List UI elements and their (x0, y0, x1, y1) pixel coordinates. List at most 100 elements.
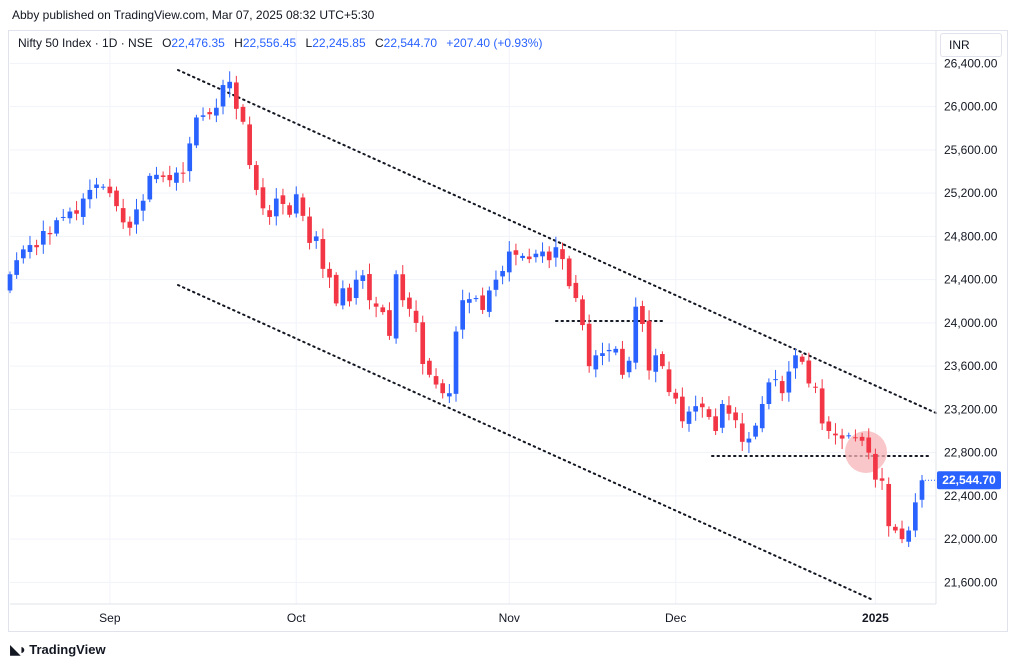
candle (207, 108, 213, 120)
candle-body (786, 371, 792, 393)
candle (846, 432, 852, 439)
candle-body (34, 245, 39, 248)
chart-frame (8, 30, 1008, 632)
candle (240, 104, 246, 125)
candle (680, 387, 685, 428)
candle-body (746, 438, 752, 443)
candle-body (606, 349, 612, 352)
candle-body (214, 107, 219, 116)
candle (420, 315, 426, 375)
candle (307, 207, 312, 250)
candle (393, 270, 399, 344)
candle-body (826, 421, 832, 432)
candle (360, 270, 366, 289)
candle (606, 343, 612, 362)
candle (553, 236, 559, 267)
candle-body (20, 249, 26, 259)
candle (773, 369, 778, 387)
publish-info: Abby published on TradingView.com, Mar 0… (12, 8, 375, 22)
candle-body (300, 197, 306, 216)
candle-body (447, 393, 452, 397)
candle-body (380, 307, 386, 313)
candle-body (873, 453, 878, 480)
candle (873, 448, 878, 488)
candle (839, 428, 845, 450)
last-price-tag: 22,544.70 (922, 471, 1001, 490)
candle-body (147, 175, 153, 200)
candle-body (560, 249, 565, 260)
candle (460, 289, 466, 339)
candle-body (913, 502, 918, 531)
candle (40, 220, 46, 254)
candle (759, 396, 765, 433)
candle (373, 296, 379, 318)
candle-body (267, 210, 272, 217)
candle (866, 428, 872, 460)
candle-body (653, 355, 659, 372)
candle (779, 375, 785, 402)
candle (473, 295, 479, 302)
candle-body (686, 411, 692, 424)
candle (500, 265, 505, 285)
candle-body (513, 250, 519, 255)
x-tick-label: Oct (287, 611, 306, 625)
candle (127, 216, 133, 236)
candle (160, 171, 166, 183)
candle-body (500, 271, 505, 277)
candle-body (94, 184, 99, 188)
candle (267, 204, 272, 225)
candle (699, 396, 705, 418)
candle (826, 416, 832, 439)
candle-body (40, 231, 46, 245)
candle-body (400, 274, 406, 301)
candle (340, 280, 346, 310)
candle-body (466, 299, 472, 303)
candle-body (427, 360, 432, 375)
candle (60, 209, 66, 221)
candle (506, 241, 512, 282)
y-tick-label: 24,400.00 (944, 273, 998, 287)
candle-body (819, 388, 825, 424)
candle-body (879, 478, 885, 481)
candle (766, 378, 772, 410)
y-tick-label: 25,200.00 (944, 186, 998, 200)
currency-selector[interactable]: INR (940, 33, 1002, 57)
breakdown-highlight-circle (845, 431, 887, 473)
candle-body (886, 483, 892, 527)
candle-body (373, 303, 379, 307)
candle (480, 287, 485, 314)
candle (493, 270, 499, 297)
footer-brand[interactable]: ◣◗ TradingView (10, 641, 106, 658)
candle-body (200, 115, 206, 117)
change-value: +207.40 (+0.93%) (446, 36, 543, 50)
candle (273, 188, 279, 226)
candle-body (833, 433, 838, 436)
candle-body (74, 210, 79, 214)
candle (806, 352, 812, 388)
y-tick-label: 21,600.00 (944, 575, 998, 589)
candle-body (793, 355, 798, 369)
candle-body (506, 251, 512, 273)
candle (893, 524, 898, 534)
time-axis: SepOctNovDec2025FebMar (10, 603, 936, 625)
candle-body (253, 165, 259, 190)
candle-body (194, 117, 199, 146)
candle (560, 242, 565, 270)
candle (214, 98, 219, 123)
candle (20, 245, 26, 264)
brand-label: TradingView (29, 642, 106, 657)
candle-body (699, 403, 705, 408)
y-tick-label: 22,800.00 (944, 446, 998, 460)
candle (287, 202, 292, 218)
candle-body (799, 356, 805, 362)
candle-body (593, 355, 599, 370)
candle-body (919, 480, 925, 500)
candle (234, 75, 239, 120)
candle (879, 467, 885, 490)
candle-body (906, 530, 912, 542)
candle-body (540, 251, 545, 257)
candles (7, 71, 925, 548)
candle (620, 340, 625, 379)
y-tick-label: 24,800.00 (944, 229, 998, 243)
